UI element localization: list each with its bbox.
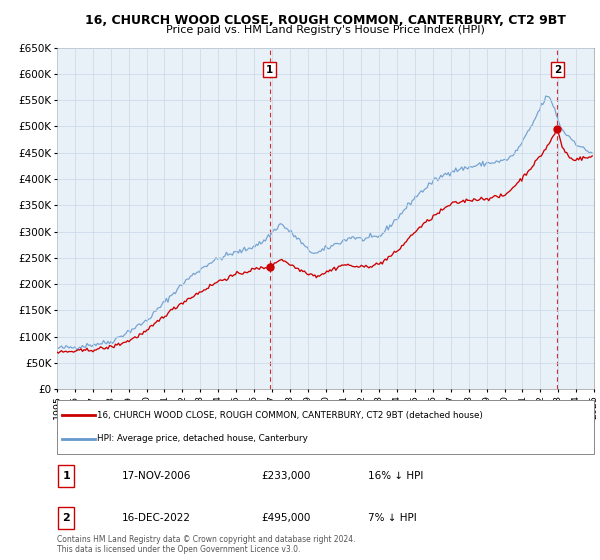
Text: Price paid vs. HM Land Registry's House Price Index (HPI): Price paid vs. HM Land Registry's House … <box>166 25 485 35</box>
Text: 16, CHURCH WOOD CLOSE, ROUGH COMMON, CANTERBURY, CT2 9BT (detached house): 16, CHURCH WOOD CLOSE, ROUGH COMMON, CAN… <box>97 411 483 420</box>
Text: This data is licensed under the Open Government Licence v3.0.: This data is licensed under the Open Gov… <box>57 545 301 554</box>
Text: 2: 2 <box>554 65 561 75</box>
Text: £233,000: £233,000 <box>261 471 310 481</box>
Text: 7% ↓ HPI: 7% ↓ HPI <box>368 513 417 523</box>
Text: 1: 1 <box>266 65 273 75</box>
Text: Contains HM Land Registry data © Crown copyright and database right 2024.: Contains HM Land Registry data © Crown c… <box>57 535 355 544</box>
Text: 16% ↓ HPI: 16% ↓ HPI <box>368 471 424 481</box>
Text: 1: 1 <box>62 471 70 481</box>
Text: HPI: Average price, detached house, Canterbury: HPI: Average price, detached house, Cant… <box>97 434 308 443</box>
Text: 16-DEC-2022: 16-DEC-2022 <box>121 513 190 523</box>
Text: 17-NOV-2006: 17-NOV-2006 <box>121 471 191 481</box>
Text: 2: 2 <box>62 513 70 523</box>
Text: 16, CHURCH WOOD CLOSE, ROUGH COMMON, CANTERBURY, CT2 9BT: 16, CHURCH WOOD CLOSE, ROUGH COMMON, CAN… <box>85 14 566 27</box>
Text: £495,000: £495,000 <box>261 513 310 523</box>
